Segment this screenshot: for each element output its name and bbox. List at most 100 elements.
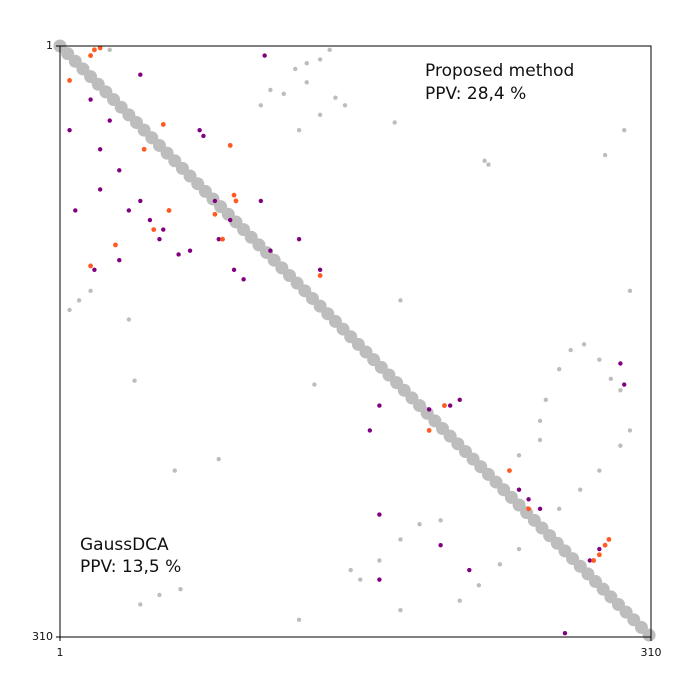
- contact-point: [627, 288, 633, 294]
- contact-point: [231, 192, 237, 198]
- contact-point: [516, 453, 522, 458]
- contact-point: [606, 537, 612, 542]
- contact-point: [358, 577, 363, 582]
- contact-point: [138, 72, 143, 77]
- contact-point: [312, 382, 317, 387]
- contact-point: [67, 127, 72, 133]
- contact-point: [618, 361, 623, 366]
- contact-point: [426, 428, 432, 433]
- contact-point: [317, 57, 323, 62]
- contact-point: [327, 47, 332, 53]
- contact-point: [212, 198, 218, 204]
- contact-point: [97, 147, 103, 152]
- contact-point: [398, 537, 403, 542]
- contact-point: [201, 133, 206, 139]
- contact-point: [562, 630, 568, 636]
- contact-point: [304, 80, 309, 85]
- contact-point: [618, 388, 623, 393]
- contact-point: [268, 87, 273, 93]
- contact-point: [212, 211, 218, 217]
- x-tick-label: 310: [641, 646, 662, 659]
- contact-point: [578, 487, 583, 492]
- contact-point: [138, 198, 143, 204]
- contact-point: [216, 456, 221, 462]
- contact-point: [176, 252, 181, 257]
- contact-point: [107, 47, 112, 53]
- contact-point: [241, 277, 246, 282]
- contact-point: [157, 592, 162, 598]
- contact-point: [526, 506, 531, 512]
- contact-point: [88, 263, 94, 269]
- contact-point: [151, 227, 157, 233]
- contact-point: [442, 403, 447, 408]
- annotation: PPV: 13,5 %: [80, 557, 181, 577]
- contact-point: [537, 527, 543, 533]
- contact-point: [281, 91, 286, 97]
- contact-point: [591, 558, 597, 563]
- contact-point: [392, 120, 397, 125]
- contact-point: [608, 376, 614, 381]
- contact-point: [147, 217, 153, 223]
- contact-point: [367, 428, 373, 433]
- contact-point: [377, 577, 382, 582]
- contact-point: [161, 227, 166, 232]
- contact-point: [73, 208, 78, 213]
- contact-point: [597, 468, 602, 473]
- contact-point: [467, 567, 472, 573]
- contact-point: [132, 378, 137, 383]
- contact-point: [348, 567, 353, 573]
- contact-point: [92, 47, 97, 53]
- contact-point: [426, 407, 432, 412]
- contact-point: [157, 236, 162, 242]
- contact-point: [377, 403, 382, 408]
- annotation: GaussDCA: [80, 535, 169, 555]
- contact-point: [97, 45, 103, 51]
- contact-point: [618, 443, 623, 448]
- contact-point: [377, 558, 382, 563]
- contact-point: [262, 53, 267, 58]
- contact-point: [587, 558, 592, 563]
- contact-point: [438, 542, 443, 548]
- contact-point: [377, 512, 382, 517]
- contact-point: [556, 506, 562, 512]
- contact-point: [88, 53, 94, 58]
- contact-point: [317, 273, 323, 278]
- contact-point: [486, 162, 491, 167]
- contact-point: [228, 217, 233, 223]
- annotation: PPV: 28,4 %: [425, 84, 526, 104]
- contact-point: [258, 103, 264, 108]
- y-tick-label: 310: [32, 630, 53, 643]
- contact-point: [497, 562, 503, 567]
- annotation: Proposed method: [425, 61, 574, 81]
- contact-point: [97, 187, 103, 192]
- contact-point: [107, 118, 112, 123]
- contact-point: [417, 521, 422, 527]
- y-tick-label: 1: [46, 39, 53, 52]
- contact-point: [507, 468, 512, 474]
- contact-point: [296, 127, 302, 133]
- contact-point: [457, 397, 462, 403]
- contact-point: [622, 127, 627, 133]
- contact-point: [233, 198, 239, 204]
- contact-point: [596, 552, 602, 558]
- contact-point: [126, 208, 132, 213]
- contact-point: [172, 468, 177, 473]
- contact-point: [76, 298, 82, 303]
- contact-point: [622, 382, 627, 387]
- contact-point: [342, 103, 348, 108]
- contact-point: [296, 236, 302, 242]
- contact-point: [220, 236, 225, 242]
- contact-point: [333, 95, 338, 100]
- contact-point: [88, 97, 93, 102]
- contact-point: [627, 428, 633, 433]
- contact-point: [73, 57, 78, 62]
- contact-point: [304, 61, 309, 66]
- contact-point: [258, 198, 264, 204]
- contact-point: [602, 542, 608, 548]
- contact-point: [581, 342, 587, 347]
- contact-point: [296, 617, 302, 622]
- contact-point: [537, 418, 543, 424]
- contact-point: [597, 546, 602, 552]
- contact-point: [537, 506, 543, 512]
